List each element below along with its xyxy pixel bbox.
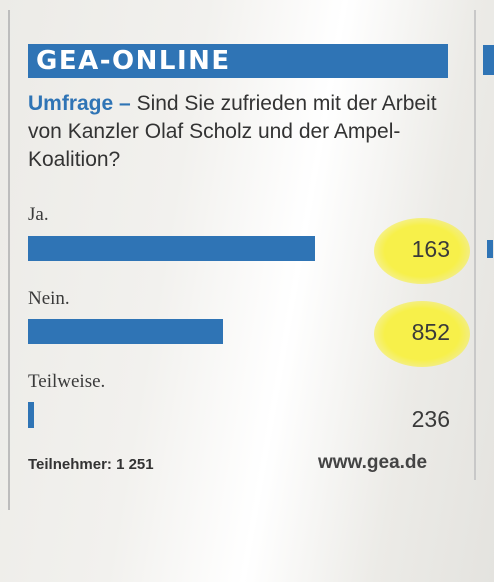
bar (28, 319, 223, 344)
column-divider-right (474, 10, 476, 480)
value-label: 852 (411, 319, 450, 345)
category-label: Nein. (28, 288, 70, 309)
value-label: 236 (411, 406, 450, 432)
column-divider-left (8, 10, 10, 510)
poll-question: Umfrage – Sind Sie zufrieden mit der Arb… (28, 90, 468, 174)
category-label: Ja. (28, 204, 49, 225)
neighbor-column-header-fragment (483, 45, 494, 75)
neighbor-column-bar-fragment (487, 240, 493, 258)
poll-question-lead: Umfrage (28, 92, 114, 115)
highlighter-mark (374, 218, 470, 284)
value-label: 163 (411, 236, 450, 262)
brand-title: GEA-ONLINE (36, 46, 231, 76)
website-url: www.gea.de (318, 452, 428, 473)
bar (28, 236, 315, 261)
highlighter-mark (374, 301, 470, 367)
bar (28, 402, 34, 428)
brand-banner (28, 44, 448, 78)
category-label: Teilweise. (28, 371, 106, 392)
poll-question-dash: – (113, 92, 137, 115)
poll-question-text: Sind Sie zufrieden mit der Arbeit von Ka… (28, 92, 437, 171)
participant-count: Teilnehmer: 1 251 (28, 456, 154, 473)
